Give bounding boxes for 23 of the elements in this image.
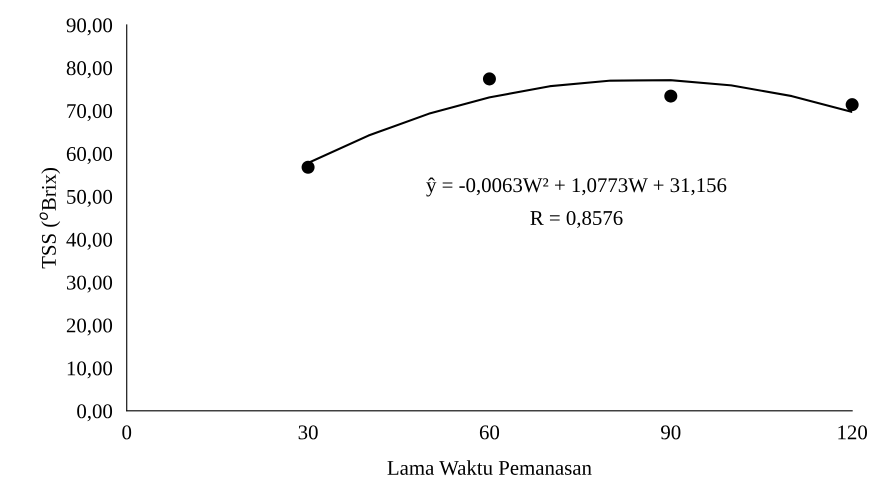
x-tick-label: 30 (298, 425, 318, 440)
point (846, 98, 859, 112)
y-tick-label: 0,00 (77, 404, 112, 422)
annotation: ŷ = -0,0063W² + 1,0773W + 31,156 (426, 178, 726, 196)
y-tick-label: 80,00 (66, 61, 112, 78)
annotation: R = 0,8576 (530, 210, 623, 228)
y-tick-label: 10,00 (68, 361, 112, 378)
point (664, 90, 678, 103)
x-tick-label: 60 (480, 425, 500, 440)
y-axis-title: TSS ($^{o}$Brix) (40, 168, 60, 268)
point (482, 72, 496, 86)
point (302, 160, 315, 174)
x-tick-label: 0 (122, 425, 132, 440)
y-tick-label: 70,00 (67, 104, 112, 122)
y-tick-label: 90,00 (66, 18, 112, 36)
y-tick-label: 60,00 (66, 146, 112, 164)
y-tick-label: 20,00 (66, 318, 112, 336)
y-tick-label: 30,00 (66, 276, 112, 293)
y-tick-label: 50,00 (67, 190, 112, 207)
y-tick-label: 40,00 (66, 232, 112, 250)
x-axis-title: Lama Waktu Pemanasan (388, 460, 592, 476)
x-tick-label: 120 (838, 425, 867, 440)
x-tick-label: 90 (661, 425, 680, 440)
